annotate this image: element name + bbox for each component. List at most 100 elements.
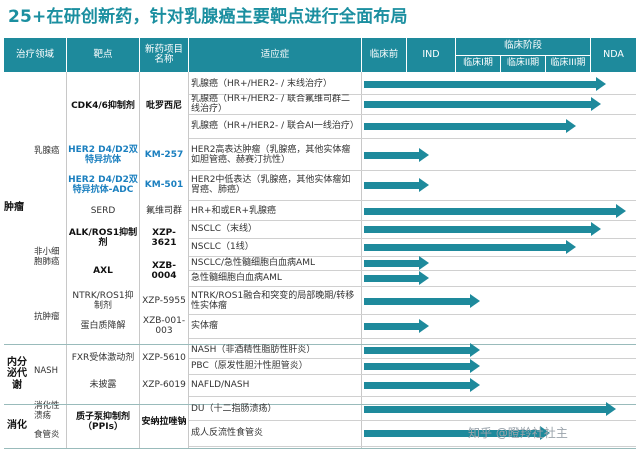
progress-arrow: [470, 359, 480, 373]
progress-arrow: [470, 294, 480, 308]
header-drug-line1: 新药项目: [144, 43, 183, 55]
drug-cell: 吡罗西尼: [145, 100, 182, 111]
target-cell: FXR受体激动剂: [71, 352, 135, 363]
indication-cell: 成人反流性食管炎: [191, 427, 264, 438]
progress-bar: [364, 429, 540, 437]
header-phase3: 临床III期: [546, 56, 590, 72]
row-divider: [189, 200, 636, 201]
target-cell: CDK4/6抑制剂: [71, 100, 135, 111]
subarea-ulcer: 消化性溃疡: [34, 401, 60, 421]
row-divider: [189, 314, 636, 315]
indication-cell: NTRK/ROS1融合和突变的局部晚期/转移性实体瘤: [191, 290, 355, 311]
drug-cell: KM-257: [144, 149, 184, 160]
subarea-nsclc: 非小细胞肺癌: [34, 247, 60, 267]
indication-cell: PBC（原发性胆汁性胆管炎）: [191, 360, 308, 371]
row-divider: [189, 114, 636, 115]
target-cell: ALK/ROS1抑制剂: [68, 227, 138, 248]
target-cell: SERD: [90, 205, 116, 216]
progress-arrow: [540, 426, 550, 440]
indication-cell: HER2高表达肿瘤（乳腺癌，其他实体瘤如胆管癌、赫赛汀抗性）: [191, 144, 351, 165]
progress-bar: [364, 100, 591, 108]
progress-arrow: [606, 402, 616, 416]
subarea-nash: NASH: [34, 366, 58, 377]
drug-cell: 氟维司群: [145, 205, 182, 216]
header-drug-line2: 名称: [154, 54, 174, 65]
row-divider: [189, 338, 636, 339]
target-cell: AXL: [93, 265, 113, 276]
subarea-breast: 乳腺癌: [34, 146, 60, 157]
progress-bar: [364, 225, 591, 233]
indication-cell: 实体瘤: [191, 320, 219, 331]
progress-arrow: [470, 378, 480, 392]
watermark: 知乎 @瞪羚社社主: [468, 424, 568, 441]
page-title: 25+在研创新药，针对乳腺癌主要靶点进行全面布局: [8, 7, 408, 27]
progress-bar: [364, 259, 419, 267]
target-cell: HER2 D4/D2双特异抗体-ADC: [68, 174, 138, 195]
row-divider: [189, 238, 636, 239]
indication-cell: HER2中低表达（乳腺癌，其他实体瘤如胃癌、肺癌）: [191, 174, 351, 195]
target-cell: 未披露: [89, 379, 117, 390]
header-phase2: 临床II期: [501, 56, 545, 72]
header-indication: 适应症: [189, 38, 361, 72]
target-cell: 质子泵抑制剂（PPIs）: [75, 411, 130, 432]
indication-cell: NAFLD/NASH: [191, 379, 250, 390]
drug-cell: XZP-5955: [142, 295, 186, 306]
progress-arrow: [566, 240, 576, 254]
target-cell: 蛋白质降解: [80, 320, 126, 331]
progress-arrow: [591, 97, 601, 111]
target-cell: HER2 D4/D2双特异抗体: [68, 144, 138, 165]
progress-arrow: [591, 222, 601, 236]
progress-arrow: [470, 343, 480, 357]
area-digestive: 消化: [7, 420, 27, 432]
row-divider: [189, 270, 636, 271]
progress-bar: [364, 122, 566, 130]
indication-cell: DU（十二指肠溃疡）: [191, 403, 277, 414]
row-divider: [189, 94, 636, 95]
subarea-antitumor: 抗肿瘤: [34, 312, 60, 323]
progress-arrow: [419, 271, 429, 285]
indication-cell: 乳腺癌（HR+/HER2- / 联合AI一线治疗）: [191, 120, 359, 131]
header-clinical-stage: 临床阶段: [456, 38, 590, 55]
row-divider: [189, 170, 636, 171]
progress-bar: [364, 297, 470, 305]
indication-cell: 乳腺癌（HR+/HER2- / 联合氟维司群二线治疗）: [191, 94, 351, 114]
row-divider: [189, 358, 636, 359]
row-divider: [189, 286, 636, 287]
row-divider: [189, 220, 636, 221]
progress-bar: [364, 207, 616, 215]
target-cell: NTRK/ROS1抑制剂: [72, 290, 134, 311]
indication-cell: NASH（非酒精性脂肪性肝炎）: [191, 344, 316, 355]
drug-cell: XZP-5610: [142, 352, 186, 363]
area-endocrine: 内分泌代谢: [7, 356, 27, 391]
header-area: 治疗领域: [4, 38, 66, 72]
progress-bar: [364, 274, 419, 282]
progress-bar: [364, 362, 470, 370]
row-divider: [189, 420, 636, 421]
progress-bar: [364, 322, 419, 330]
drug-cell: XZB-0004: [151, 260, 177, 281]
progress-bar: [364, 80, 596, 88]
progress-arrow: [419, 178, 429, 192]
progress-bar: [364, 181, 419, 189]
subarea-reflux: 食管炎: [34, 430, 60, 441]
indication-cell: HR+和或ER+乳腺癌: [191, 205, 277, 216]
drug-cell: XZP-3621: [151, 227, 177, 248]
header-nda: NDA: [591, 38, 636, 72]
drug-cell: XZB-001-003: [142, 315, 186, 336]
area-oncology: 肿瘤: [4, 202, 24, 214]
header-target: 靶点: [67, 38, 139, 72]
row-divider: [189, 374, 636, 375]
header-ind: IND: [407, 38, 455, 72]
progress-bar: [364, 243, 566, 251]
header-drug: 新药项目 名称: [140, 38, 188, 72]
row-divider: [189, 256, 636, 257]
indication-cell: NSCLC/急性髓细胞白血病AML: [191, 257, 315, 268]
header-phase1: 临床I期: [456, 56, 500, 72]
progress-bar: [364, 151, 419, 159]
watermark-text: 知乎 @瞪羚社社主: [468, 426, 568, 440]
progress-arrow: [419, 148, 429, 162]
progress-arrow: [419, 319, 429, 333]
drug-cell: 安纳拉唑钠: [141, 416, 187, 427]
progress-bar: [364, 405, 606, 413]
progress-arrow: [419, 256, 429, 270]
